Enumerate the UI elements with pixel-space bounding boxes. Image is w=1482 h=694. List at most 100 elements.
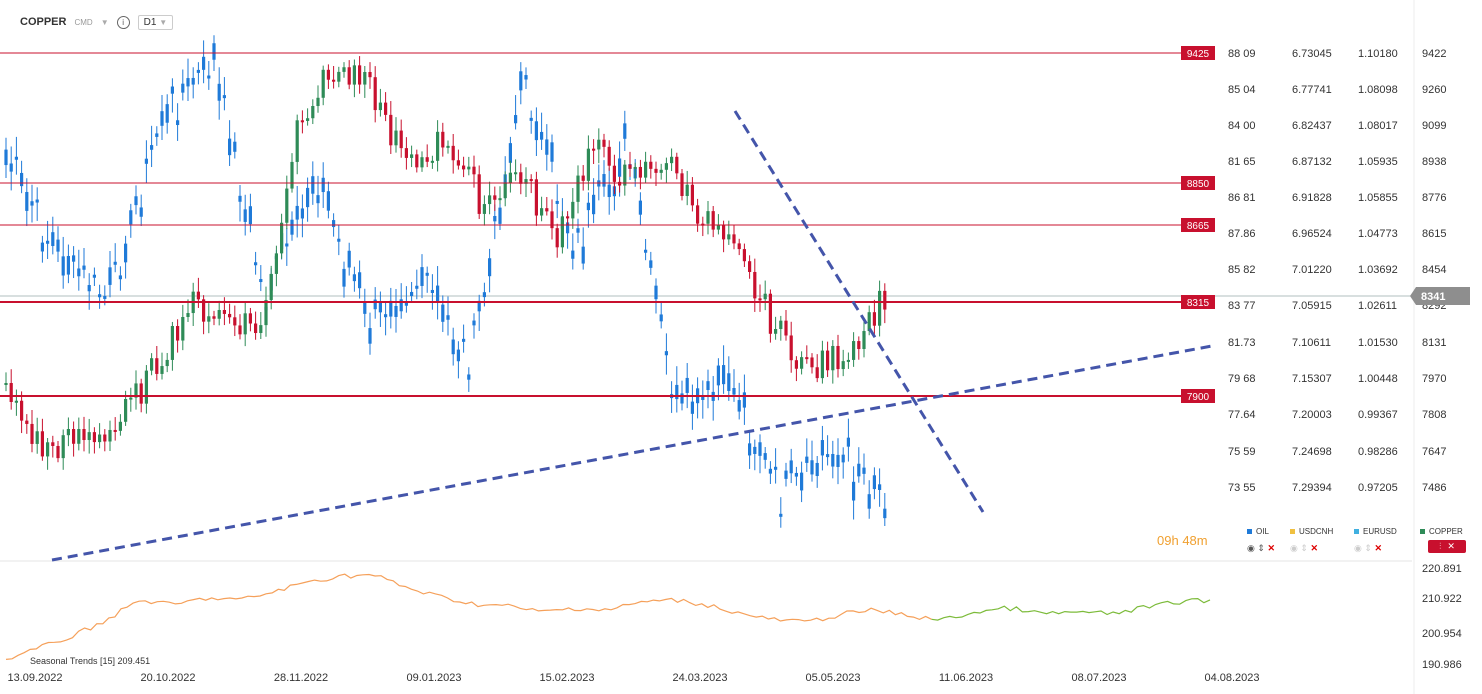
level-label: 8850 <box>1187 179 1210 190</box>
level-tag <box>1181 389 1215 403</box>
oil-candle <box>82 265 86 270</box>
legend-usdcnh[interactable]: USDCNH ◉ ⇕ ✕ <box>1290 527 1333 554</box>
close-icon[interactable]: ✕ <box>1267 543 1275 553</box>
copper-candle <box>576 175 580 202</box>
oil-candle <box>72 255 76 262</box>
price-axis-tick-copper: 9422 <box>1422 48 1446 60</box>
copper-candle <box>779 320 783 330</box>
copper-candle <box>737 243 741 250</box>
copper-candle <box>534 179 538 216</box>
price-axis-tick-oil: 77.64 <box>1228 409 1256 421</box>
copper-candle <box>628 164 632 169</box>
oil-candle <box>259 279 263 283</box>
sort-icon[interactable]: ⇕ <box>1257 543 1265 553</box>
info-icon[interactable]: i <box>116 15 130 29</box>
legend-oil[interactable]: OIL ◉ ⇕ ✕ <box>1247 527 1275 554</box>
candle-type-icon[interactable]: ⫶ <box>1439 541 1442 551</box>
oil-candle <box>181 83 185 93</box>
copper-candle <box>581 175 585 181</box>
copper-candle <box>711 211 715 230</box>
oil-candle <box>592 194 596 215</box>
oil-candle <box>446 315 450 320</box>
copper-candle <box>165 359 169 367</box>
timeframe-value: D1 <box>143 16 157 28</box>
copper-series-controls[interactable]: ⫶ ✕ <box>1428 540 1466 553</box>
price-axis-tick-oil: 86 81 <box>1228 192 1256 204</box>
copper-candle <box>586 148 590 181</box>
oil-candle <box>103 295 107 299</box>
copper-candle <box>633 166 637 169</box>
copper-candle <box>836 345 840 370</box>
copper-candle <box>389 114 393 146</box>
date-axis-tick: 15.02.2023 <box>539 672 594 684</box>
copper-candle <box>72 429 76 444</box>
oil-candle <box>742 392 746 408</box>
copper-candle <box>196 291 200 300</box>
copper-candle <box>446 145 450 148</box>
copper-candle <box>129 397 133 400</box>
oil-candle <box>384 314 388 318</box>
symbol-name[interactable]: COPPER <box>20 16 67 28</box>
copper-candle <box>108 429 112 442</box>
oil-candle <box>857 463 861 477</box>
copper-candle <box>66 429 70 436</box>
oil-candle <box>779 513 783 517</box>
date-axis-tick: 05.05.2023 <box>805 672 860 684</box>
legend-controls: ◉ ⇕ ✕ <box>1247 543 1275 554</box>
eye-icon[interactable]: ◉ <box>1247 543 1255 553</box>
copper-candle <box>482 204 486 214</box>
legend-copper[interactable]: COPPER <box>1420 527 1463 536</box>
copper-candle <box>150 358 154 371</box>
candle-timer: 09h 48m <box>1157 533 1208 548</box>
oil-candle <box>118 275 122 280</box>
price-axis-tick-eurusd: 0.98286 <box>1358 446 1398 458</box>
price-axis-tick-copper: 8776 <box>1422 192 1446 204</box>
oil-candle <box>820 440 824 456</box>
copper-candle <box>493 195 497 200</box>
copper-candle <box>774 329 778 334</box>
copper-candle <box>337 71 341 82</box>
copper-candle <box>607 146 611 166</box>
price-axis-tick-usdcnh: 7.01220 <box>1292 264 1332 276</box>
copper-candle <box>529 179 533 182</box>
oil-candle <box>150 145 154 150</box>
copper-candle <box>716 225 720 230</box>
oil-candle <box>462 338 466 342</box>
price-axis-tick-oil: 81 65 <box>1228 156 1256 168</box>
copper-candle <box>846 359 850 362</box>
oil-candle <box>774 466 778 470</box>
close-icon[interactable]: ✕ <box>1447 541 1455 551</box>
level-tag <box>1181 176 1215 190</box>
eye-icon[interactable]: ◉ <box>1354 543 1362 553</box>
price-axis-tick-eurusd: 0.99367 <box>1358 409 1398 421</box>
oil-candle <box>571 250 575 259</box>
oil-candle <box>300 208 304 219</box>
copper-candle <box>212 316 216 319</box>
oil-candle <box>295 205 299 220</box>
oil-candle <box>846 437 850 447</box>
price-axis-tick-eurusd: 1.08098 <box>1358 84 1398 96</box>
price-axis-tick-copper: 7486 <box>1422 482 1446 494</box>
price-axes: 88 09 85 04 84 00 81 65 86 81 87.86 85 82 83 77… <box>1228 48 1446 494</box>
oil-candle <box>415 285 419 289</box>
oil-candle <box>638 200 642 215</box>
close-icon[interactable]: ✕ <box>1374 543 1382 553</box>
copper-candle <box>685 184 689 196</box>
chevron-down-icon[interactable]: ▼ <box>100 17 109 27</box>
copper-candle <box>664 163 668 170</box>
copper-candle <box>555 228 559 248</box>
close-icon[interactable]: ✕ <box>1310 543 1318 553</box>
sort-icon[interactable]: ⇕ <box>1300 543 1308 553</box>
copper-candle <box>826 350 830 371</box>
eye-icon[interactable]: ◉ <box>1290 543 1298 553</box>
oil-candle <box>805 456 809 463</box>
sort-icon[interactable]: ⇕ <box>1364 543 1372 553</box>
copper-candle <box>170 326 174 360</box>
copper-candle <box>805 357 809 360</box>
timeframe-select[interactable]: D1 ▼ <box>137 14 174 30</box>
usdcnh-color-icon <box>1290 529 1295 534</box>
legend-eurusd[interactable]: EURUSD ◉ ⇕ ✕ <box>1354 527 1397 554</box>
price-axis-tick-usdcnh: 7.20003 <box>1292 409 1332 421</box>
copper-candle <box>103 434 107 442</box>
